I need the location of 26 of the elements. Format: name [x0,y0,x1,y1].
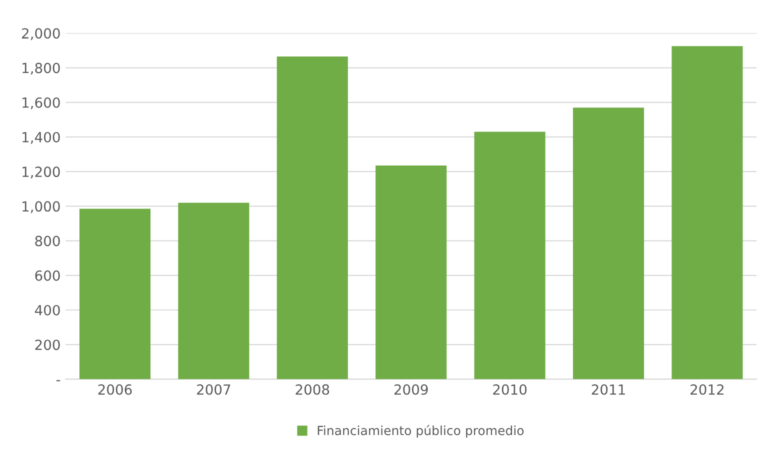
bar [178,202,250,380]
x-tick-label: 2006 [98,384,132,395]
bar [474,132,546,380]
y-tick-label: 200 [35,340,60,350]
y-tick-label: 800 [35,236,60,246]
bar [376,166,447,380]
y-tick-label: 400 [34,304,60,316]
y-tick-label: 1,800 [22,62,60,75]
bar [79,208,151,380]
bar [276,56,348,380]
bar [572,108,644,380]
legend-label: Financiamiento público promedio [318,425,524,438]
y-tick-label: 1,200 [22,166,60,178]
x-tick-label: 2010 [493,384,527,395]
y-tick-label: - [56,380,60,382]
y-tick-label: 1,000 [22,201,60,214]
x-tick-label: 2008 [296,384,330,395]
y-tick-label: 1,400 [22,132,60,144]
x-tick-label: 2009 [394,384,428,395]
y-tick-label: 2,000 [22,28,60,40]
y-tick-label: 600 [35,270,60,281]
x-tick-label: 2011 [592,384,625,395]
y-tick-label: 1,600 [22,97,60,110]
bar [672,46,743,380]
x-tick-label: 2012 [690,384,724,395]
x-tick-label: 2007 [197,384,230,395]
